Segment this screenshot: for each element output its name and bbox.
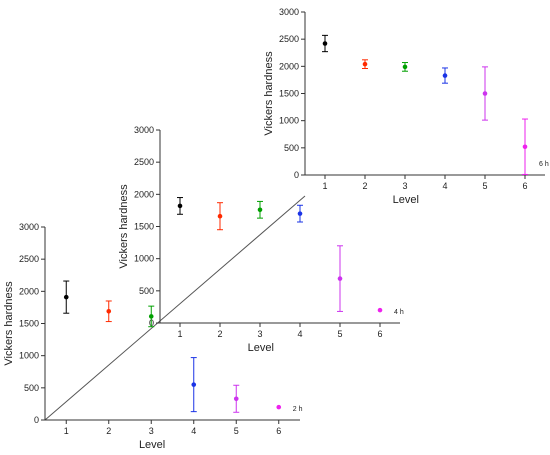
x-tick-label: 2 xyxy=(362,181,367,191)
x-tick-label: 2 xyxy=(106,426,111,436)
y-tick-label: 3000 xyxy=(19,222,39,232)
y-tick-label: 1500 xyxy=(19,319,39,329)
x-axis-title: Level xyxy=(248,342,274,354)
y-tick-label: 1500 xyxy=(279,89,299,99)
data-point xyxy=(233,396,239,402)
y-tick-label: 3000 xyxy=(279,7,299,17)
data-point xyxy=(482,91,488,96)
data-point xyxy=(257,207,263,213)
x-tick-label: 2 xyxy=(217,329,222,339)
y-tick-label: 500 xyxy=(284,143,299,153)
data-point xyxy=(522,144,528,150)
x-tick-label: 1 xyxy=(64,426,69,436)
chart-panel-4h: 123456050010001500200025003000LevelVicke… xyxy=(118,125,404,354)
y-tick-label: 0 xyxy=(294,170,299,180)
y-tick-label: 1500 xyxy=(134,222,154,232)
y-tick-label: 1000 xyxy=(134,254,154,264)
x-tick-label: 3 xyxy=(149,426,154,436)
x-tick-label: 4 xyxy=(297,329,302,339)
panel-duration-label: 4 h xyxy=(394,309,404,316)
chart-panel-2h: 1 2 3 4 5 6050010001500200025003000LevelVicke… xyxy=(3,222,303,451)
data-point xyxy=(377,307,383,313)
y-tick-label: 2500 xyxy=(279,34,299,44)
y-tick-label: 3000 xyxy=(134,125,154,135)
y-tick-label: 2500 xyxy=(134,157,154,167)
y-tick-label: 2000 xyxy=(19,286,39,296)
y-tick-label: 2000 xyxy=(279,61,299,71)
x-tick-label: 5 xyxy=(482,181,487,191)
data-point xyxy=(106,308,112,314)
y-tick-label: 500 xyxy=(139,286,154,296)
x-tick-label: 5 xyxy=(234,426,239,436)
x-tick-label: 3 xyxy=(402,181,407,191)
x-axis-title: Level xyxy=(139,439,165,451)
chart-panel-6h: 1 2 3 4 5 6 0 500 1000 1500 2000 2500 3000 Level Vicke… xyxy=(263,7,549,206)
y-tick-label: 2500 xyxy=(19,254,39,264)
y-axis-title: Vickers hardness xyxy=(3,281,15,366)
data-point xyxy=(297,211,303,216)
data-point xyxy=(276,404,282,410)
data-point xyxy=(442,73,448,78)
x-tick-label: 1 xyxy=(177,329,182,339)
perspective-diagonal-line xyxy=(44,195,306,421)
x-tick-label: 6 xyxy=(276,426,281,436)
x-tick-label: 6 xyxy=(522,181,527,191)
x-tick-label: 3 xyxy=(257,329,262,339)
x-tick-label: 5 xyxy=(337,329,342,339)
y-tick-label: 1000 xyxy=(279,116,299,126)
panel-duration-label: 2 h xyxy=(293,406,303,413)
x-tick-label: 4 xyxy=(191,426,196,436)
x-tick-label: 4 xyxy=(442,181,447,191)
y-axis-title: Vickers hardness xyxy=(263,51,275,136)
y-tick-label: 0 xyxy=(34,415,39,425)
x-axis-title: Level xyxy=(393,194,419,206)
data-point xyxy=(362,61,368,67)
data-point xyxy=(337,276,343,281)
x-tick-label: 6 xyxy=(377,329,382,339)
data-point xyxy=(63,294,69,300)
y-tick-label: 2000 xyxy=(134,189,154,199)
x-tick-label: 1 xyxy=(322,181,327,191)
data-point xyxy=(148,314,154,319)
y-tick-label: 1000 xyxy=(19,351,39,361)
y-axis-title: Vickers hardness xyxy=(118,184,130,269)
y-tick-label: 500 xyxy=(24,383,39,393)
panel-duration-label: 6 h xyxy=(539,161,549,168)
data-point xyxy=(402,64,408,70)
data-point xyxy=(191,382,197,387)
data-point xyxy=(177,203,183,209)
chart-panels: 1 2 3 4 5 6050010001500200025003000LevelVicke… xyxy=(3,7,549,451)
data-point xyxy=(322,41,328,46)
data-point xyxy=(217,213,223,219)
